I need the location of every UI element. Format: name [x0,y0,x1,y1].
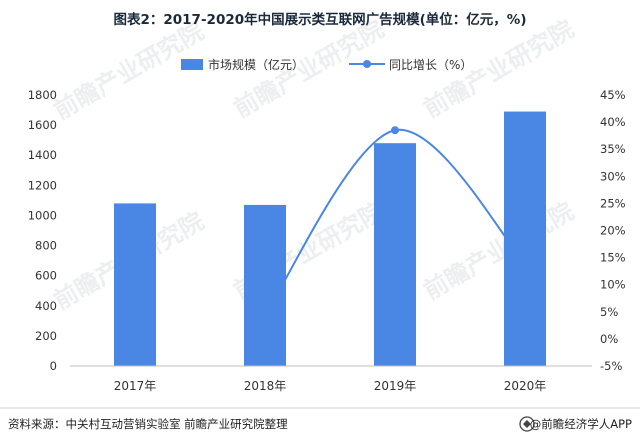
right-tick-label: 25% [600,196,626,210]
left-tick-label: 0 [50,359,57,373]
right-tick-label: 0% [600,332,618,346]
brand-logo-mark [523,420,531,428]
left-tick-label: 400 [35,299,57,313]
x-tick-label: 2017年 [114,379,157,393]
growth-point-2019年 [391,126,399,135]
x-axis-labels: 2017年 2018年 2019年 2020年 [114,379,547,393]
right-tick-label: 35% [600,142,626,156]
growth-point-2018年 [261,310,269,319]
footer-source: 资料来源：中关村互动营销实验室 前瞻产业研究院整理 [8,417,288,431]
right-tick-label: 5% [600,305,618,319]
left-tick-label: 1000 [28,208,57,222]
left-tick-label: 600 [35,269,57,283]
left-tick-label: 200 [35,329,57,343]
left-axis: 0 200 400 600 800 1000 1200 1400 1600 1800 [28,88,57,373]
left-tick-label: 1800 [28,88,57,102]
bar-2017年 [114,203,156,366]
right-axis: -5% 0% 5% 10% 15% 20% 25% 30% 35% 40% 45% [600,88,626,373]
bar-2020年 [504,111,546,366]
left-tick-label: 1200 [28,178,57,192]
x-tick-label: 2018年 [244,379,287,393]
right-tick-label: 45% [600,88,626,102]
x-tick-label: 2019年 [374,379,417,393]
left-tick-label: 1600 [28,118,57,132]
chart-title: 图表2：2017-2020年中国展示类互联网广告规模(单位：亿元，%) [113,11,526,28]
right-tick-label: 40% [600,115,626,129]
footer-brand: @前瞻经济学人APP [530,417,632,431]
right-tick-label: 30% [600,169,626,183]
bar-2019年 [374,143,416,366]
bar-2018年 [244,204,286,366]
left-tick-label: 800 [35,239,57,253]
legend: 市场规模（亿元） 同比增长（%） [181,57,472,72]
legend-line-marker [363,60,371,68]
watermark-text: 前瞻产业研究院 [49,17,208,125]
legend-bar-swatch [181,59,203,70]
right-tick-label: 15% [600,251,626,265]
growth-point-2020年 [521,259,529,268]
right-tick-label: 10% [600,278,626,292]
right-tick-label: -5% [600,359,622,373]
legend-line-label: 同比增长（%） [389,58,472,72]
brand-logo-icon [519,416,535,432]
x-tick-label: 2020年 [504,379,547,393]
bar-series [114,111,546,366]
watermark-text: 前瞻产业研究院 [419,197,578,305]
left-tick-label: 1400 [28,148,57,162]
legend-bar-label: 市场规模（亿元） [208,57,304,72]
growth-line-series [261,126,529,319]
right-tick-label: 20% [600,224,626,238]
brand-logo [519,416,535,432]
